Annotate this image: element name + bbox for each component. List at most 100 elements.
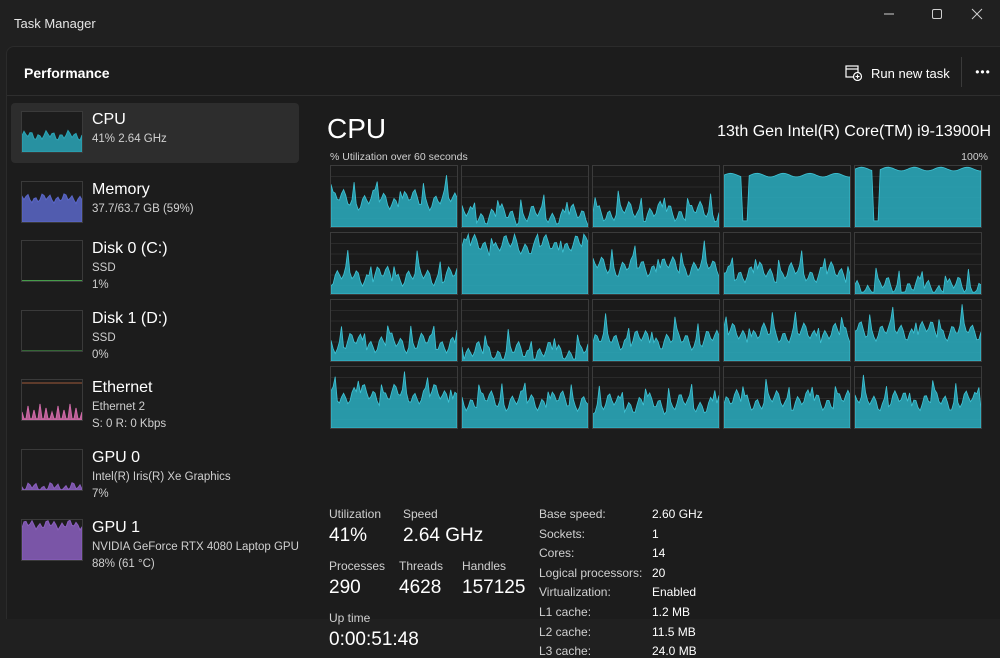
speed-label: Speed bbox=[403, 507, 438, 521]
logical-processor-graph bbox=[592, 165, 720, 228]
run-new-task-label: Run new task bbox=[871, 66, 950, 81]
spec-value: 11.5 MB bbox=[652, 625, 696, 639]
sidebar-item-detail: SSD bbox=[92, 332, 116, 344]
sidebar-item-name: CPU bbox=[92, 111, 126, 129]
sidebar-item-detail: S: 0 R: 0 Kbps bbox=[92, 418, 166, 430]
utilization-area bbox=[724, 251, 850, 294]
spec-label: Base speed: bbox=[539, 507, 606, 521]
logical-processor-graph bbox=[461, 366, 589, 429]
graph-max-label: 100% bbox=[961, 151, 988, 163]
spec-label: L3 cache: bbox=[539, 644, 591, 658]
cpu-model: 13th Gen Intel(R) Core(TM) i9-13900H bbox=[717, 123, 991, 141]
utilization-value: 41% bbox=[329, 525, 367, 547]
sidebar-item-detail: Ethernet 2 bbox=[92, 401, 145, 413]
logical-processor-graph bbox=[723, 366, 851, 429]
sidebar-thumbnail-graph bbox=[21, 519, 83, 561]
logical-processor-graph bbox=[854, 299, 982, 362]
logical-processor-graph bbox=[592, 232, 720, 295]
utilization-label: Utilization bbox=[329, 507, 381, 521]
logical-processor-graph bbox=[854, 232, 982, 295]
utilization-area bbox=[593, 191, 719, 227]
utilization-area bbox=[855, 304, 981, 361]
spec-value: 2.60 GHz bbox=[652, 507, 703, 521]
utilization-area bbox=[724, 379, 850, 428]
sidebar-item-detail: NVIDIA GeForce RTX 4080 Laptop GPU bbox=[92, 541, 299, 553]
sidebar-item-detail: 41% 2.64 GHz bbox=[92, 133, 167, 145]
uptime-label: Up time bbox=[329, 611, 370, 625]
sidebar-item-detail: 1% bbox=[92, 279, 109, 291]
spec-label: Cores: bbox=[539, 546, 574, 560]
app-title: Task Manager bbox=[14, 16, 96, 31]
utilization-area bbox=[724, 173, 850, 227]
spec-value: 1.2 MB bbox=[652, 605, 690, 619]
graph-caption: % Utilization over 60 seconds bbox=[330, 151, 468, 163]
spec-value: Enabled bbox=[652, 585, 696, 599]
sidebar-thumbnail-graph bbox=[21, 379, 83, 421]
utilization-area bbox=[331, 250, 457, 294]
processes-label: Processes bbox=[329, 559, 385, 573]
handles-value: 157125 bbox=[462, 577, 525, 599]
logical-processor-graph bbox=[723, 299, 851, 362]
sidebar-thumbnail-graph bbox=[21, 111, 83, 153]
spec-label: L2 cache: bbox=[539, 625, 591, 639]
run-new-task-button[interactable]: Run new task bbox=[845, 61, 950, 85]
sidebar-item-cpu[interactable]: CPU 41% 2.64 GHz bbox=[11, 103, 299, 163]
thumbnail-fill bbox=[22, 131, 82, 152]
utilization-area bbox=[593, 241, 719, 294]
utilization-area bbox=[724, 312, 850, 361]
sidebar-item-detail: 0% bbox=[92, 349, 109, 361]
sidebar-item-name: Memory bbox=[92, 181, 150, 199]
thumbnail-fill bbox=[22, 404, 82, 420]
sidebar-item-ethernet[interactable]: Ethernet Ethernet 2 S: 0 R: 0 Kbps bbox=[11, 371, 299, 431]
utilization-area bbox=[593, 384, 719, 428]
processes-value: 290 bbox=[329, 577, 361, 599]
minimize-button[interactable] bbox=[866, 0, 912, 28]
logical-processor-graph bbox=[723, 232, 851, 295]
logical-processor-graph bbox=[592, 299, 720, 362]
more-icon: ••• bbox=[975, 65, 991, 79]
sidebar-item-detail: 37.7/63.7 GB (59%) bbox=[92, 203, 194, 215]
uptime-value: 0:00:51:48 bbox=[329, 629, 419, 651]
spec-value: 20 bbox=[652, 566, 665, 580]
threads-value: 4628 bbox=[399, 577, 441, 599]
sidebar-item-name: Disk 1 (D:) bbox=[92, 310, 168, 328]
utilization-area bbox=[855, 268, 981, 294]
logical-processor-graph bbox=[330, 232, 458, 295]
speed-value: 2.64 GHz bbox=[403, 525, 483, 547]
spec-label: L1 cache: bbox=[539, 605, 591, 619]
threads-label: Threads bbox=[399, 559, 443, 573]
spec-value: 24.0 MB bbox=[652, 644, 697, 658]
utilization-area bbox=[462, 383, 588, 428]
logical-processor-graph bbox=[461, 165, 589, 228]
header-divider bbox=[961, 57, 962, 87]
sidebar-item-memory[interactable]: Memory 37.7/63.7 GB (59%) bbox=[11, 173, 299, 233]
sidebar-thumbnail-graph bbox=[21, 449, 83, 491]
sidebar-item-name: Ethernet bbox=[92, 379, 152, 397]
sidebar-item-detail: 7% bbox=[92, 488, 109, 500]
sidebar-item-disk-1-d[interactable]: Disk 1 (D:) SSD 0% bbox=[11, 302, 299, 362]
spec-label: Logical processors: bbox=[539, 566, 642, 580]
sidebar-thumbnail-graph bbox=[21, 310, 83, 352]
spec-label: Sockets: bbox=[539, 527, 585, 541]
sidebar-thumbnail-graph bbox=[21, 240, 83, 282]
logical-processor-graph bbox=[461, 232, 589, 295]
title-bar: Task Manager bbox=[0, 0, 1000, 46]
page-header: Performance Run new task ••• bbox=[7, 47, 1000, 96]
more-options-button[interactable]: ••• bbox=[969, 59, 997, 85]
content-panel: Performance Run new task ••• CPU 41% 2.64… bbox=[6, 46, 1000, 619]
sidebar-item-detail: SSD bbox=[92, 262, 116, 274]
sidebar-item-name: GPU 1 bbox=[92, 519, 140, 537]
resource-title: CPU bbox=[327, 113, 386, 145]
close-button[interactable] bbox=[954, 0, 1000, 28]
utilization-area bbox=[331, 326, 457, 361]
spec-label: Virtualization: bbox=[539, 585, 611, 599]
thumbnail-fill bbox=[22, 520, 82, 560]
utilization-area bbox=[331, 372, 457, 429]
sidebar-item-detail: Intel(R) Iris(R) Xe Graphics bbox=[92, 471, 231, 483]
logical-processor-graph bbox=[330, 299, 458, 362]
utilization-area bbox=[462, 195, 588, 227]
utilization-area bbox=[331, 175, 457, 227]
